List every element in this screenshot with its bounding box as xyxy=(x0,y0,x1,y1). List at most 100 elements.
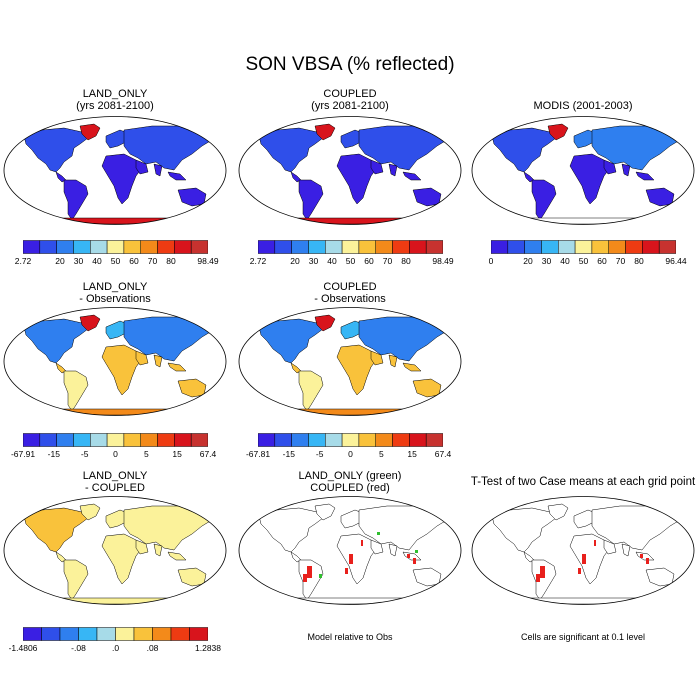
colorbar-tick-label: -67.91 xyxy=(10,449,36,459)
significant-cell xyxy=(345,568,348,574)
colorbar-tick-label: 0 xyxy=(488,256,494,266)
colorbar-box xyxy=(190,240,208,254)
significant-cell xyxy=(582,554,586,564)
landmass-india xyxy=(388,543,398,557)
colorbar-tick-label: 50 xyxy=(578,256,589,266)
landmass-greenland xyxy=(547,503,569,521)
landmass-australia xyxy=(412,567,442,587)
landmass-antarctica xyxy=(487,597,681,605)
colorbar-box xyxy=(392,433,410,447)
colorbar-tick-label: 40 xyxy=(327,256,337,266)
landmass-australia xyxy=(412,378,442,398)
colorbar-tick-label: 50 xyxy=(345,256,356,266)
colorbar-tick-label: 0 xyxy=(113,449,118,459)
panel-landonly-minus-obs: LAND_ONLY - Observations -67.91 -15 -5 0 5 15… xyxy=(0,277,230,467)
colorbar-box xyxy=(39,433,57,447)
colorbar: -67.91 -15 -5 0 5 15 67.4 xyxy=(11,433,216,459)
landmass-seasia xyxy=(635,171,655,181)
panel-title-line2: (yrs 2081-2100) xyxy=(311,100,389,112)
landmass-antarctica xyxy=(19,408,213,416)
map-border xyxy=(238,116,462,225)
landmass-seasia xyxy=(167,362,187,372)
colorbar-box xyxy=(591,240,609,254)
colorbar-tick-label: -15 xyxy=(47,449,60,459)
panel-ttest: T-Test of two Case means at each grid po… xyxy=(468,466,698,666)
panel-title-line1: LAND_ONLY (green) xyxy=(298,470,402,482)
colorbar-tick-label: 40 xyxy=(560,256,570,266)
colorbar-box xyxy=(140,433,158,447)
map-border xyxy=(3,116,227,225)
map-border xyxy=(3,307,227,416)
panel-significance-both: LAND_ONLY (green) COUPLED (red) Model re… xyxy=(235,466,465,666)
panel-title-line1: COUPLED xyxy=(323,88,377,100)
colorbar-boxes xyxy=(23,627,208,641)
significant-cell xyxy=(594,540,596,546)
world-map xyxy=(238,116,462,225)
landmass-arabia xyxy=(603,159,617,175)
colorbar-box xyxy=(274,433,292,447)
colorbar-boxes xyxy=(23,433,208,447)
colorbar-box xyxy=(658,240,676,254)
landmass-namerica xyxy=(491,127,557,173)
colorbar-box xyxy=(541,240,559,254)
colorbar-tick-label: -1.4806 xyxy=(8,643,38,653)
panel-landonly-minus-coupled: LAND_ONLY - COUPLED -1.4806 -.08 1.2838 .0.… xyxy=(0,466,230,666)
landmass-antarctica xyxy=(19,217,213,225)
colorbar-box xyxy=(133,627,153,641)
panel-title-line1: MODIS (2001-2003) xyxy=(533,100,633,112)
significant-cell xyxy=(361,540,363,546)
colorbar-boxes xyxy=(258,433,443,447)
colorbar-tick-label: -15 xyxy=(282,449,295,459)
colorbar-tick-label: 20 xyxy=(55,256,65,266)
map-border xyxy=(238,496,462,605)
colorbar-box xyxy=(152,627,172,641)
colorbar-tick-label: 20 xyxy=(290,256,300,266)
colorbar-box xyxy=(90,240,108,254)
map-border xyxy=(3,496,227,605)
colorbar-box xyxy=(625,240,643,254)
colorbar-box xyxy=(358,433,376,447)
colorbar-box xyxy=(341,240,360,254)
landmass-antarctica xyxy=(254,217,448,225)
colorbar-box xyxy=(291,240,309,254)
landmass-india xyxy=(388,354,398,368)
landmass-namerica xyxy=(258,507,324,553)
colorbar-tick-label: 70 xyxy=(147,256,158,266)
landmass-seasia xyxy=(167,171,187,181)
colorbar-box xyxy=(524,240,542,254)
panel-coupled-minus-obs: COUPLED - Observations -67.81 -15 -5 0 5 15 67… xyxy=(235,277,465,467)
panel-title-line2: COUPLED (red) xyxy=(310,482,390,494)
landmass-australia xyxy=(177,378,207,398)
colorbar-tick-label: 5 xyxy=(378,449,384,459)
colorbar-box xyxy=(123,433,141,447)
landmass-greenland xyxy=(79,123,101,141)
landmass-greenland xyxy=(314,123,336,141)
world-map xyxy=(471,496,695,605)
colorbar-box xyxy=(392,240,410,254)
colorbar-tick-label: 0 xyxy=(348,449,353,459)
colorbar-box xyxy=(41,627,61,641)
colorbar-box xyxy=(39,240,57,254)
colorbar: 2.72 20 30 40 50 60 70 80 98.49 xyxy=(250,240,454,266)
colorbar-box xyxy=(291,433,309,447)
colorbar-box xyxy=(59,627,79,641)
landmass-seasia xyxy=(402,362,422,372)
landmass-seasia xyxy=(402,551,422,561)
panel-coupled-abs: COUPLED (yrs 2081-2100) 2.72 20 30 40 50 60 70… xyxy=(235,84,465,274)
colorbar-box xyxy=(341,433,360,447)
landmass-india xyxy=(153,354,163,368)
panel-title-line2: (yrs 2081-2100) xyxy=(76,100,154,112)
panel-title-line1: T-Test of two Case means at each grid po… xyxy=(470,476,696,488)
colorbar-box xyxy=(140,240,158,254)
colorbar-tick-label: 96.44 xyxy=(665,256,687,266)
colorbar-box xyxy=(174,240,192,254)
colorbar-box xyxy=(189,627,208,641)
landmass-namerica xyxy=(23,127,89,173)
landmass-namerica xyxy=(23,507,89,553)
colorbar: 2.72 20 30 40 50 60 70 80 98.49 xyxy=(15,240,219,266)
landmass-australia xyxy=(645,187,675,207)
landmass-australia xyxy=(412,187,442,207)
colorbar-box xyxy=(23,240,41,254)
colorbar-box xyxy=(157,240,175,254)
colorbar-box xyxy=(170,627,190,641)
